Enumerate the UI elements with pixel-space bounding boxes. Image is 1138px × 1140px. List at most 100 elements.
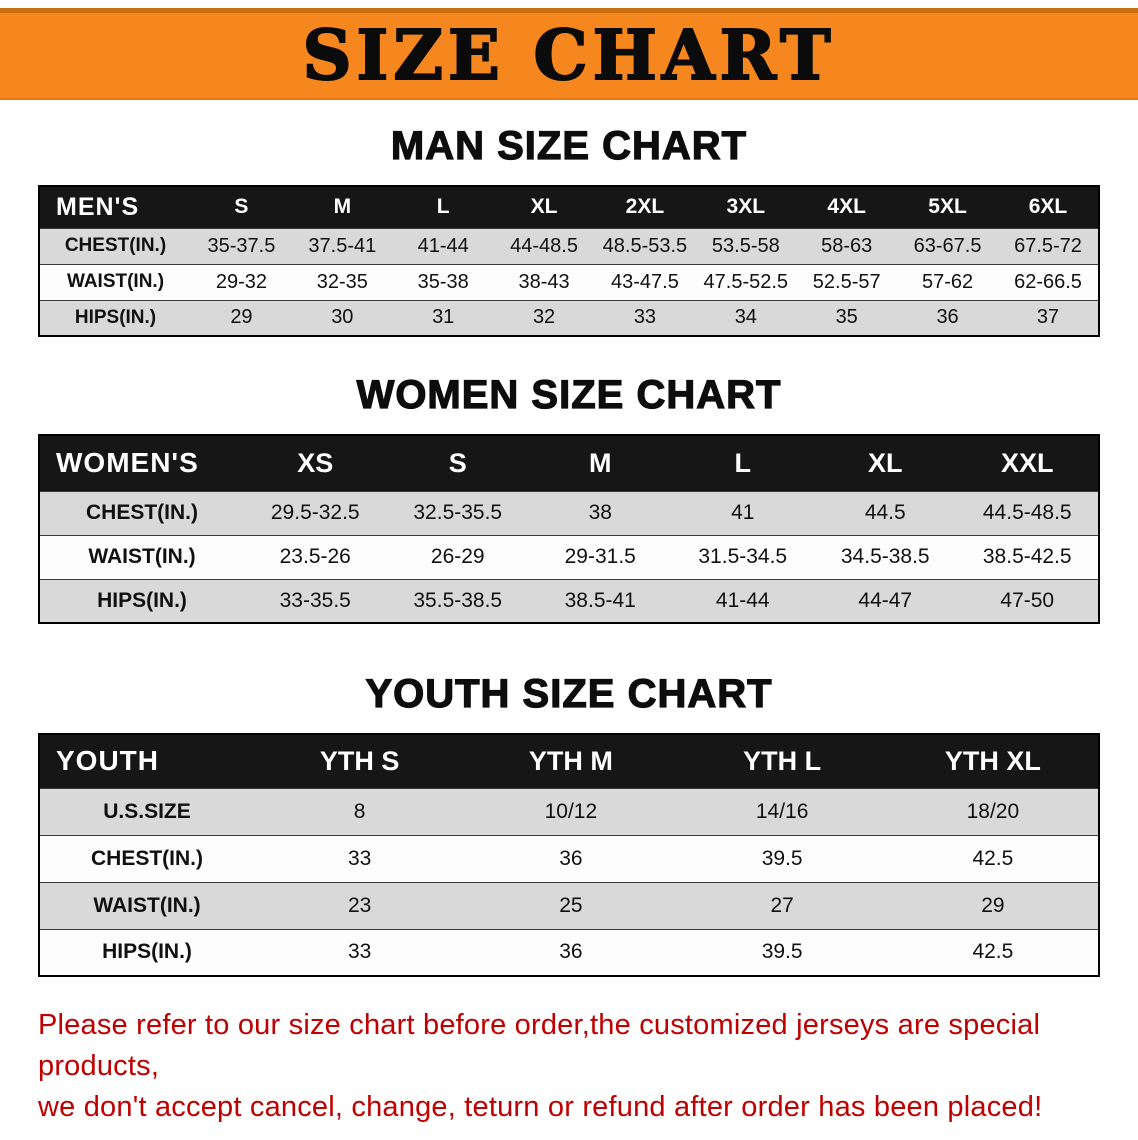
disclaimer-line-1: Please refer to our size chart before or… (38, 1009, 1041, 1083)
size-header-cell: XL (814, 435, 957, 491)
table-title-cell: MEN'S (39, 186, 191, 228)
size-value: 41 (731, 501, 755, 524)
size-header-cell: L (671, 435, 814, 491)
table-header-row: WOMEN'S XS S M L XL XXL (39, 435, 1099, 491)
size-value: 41-44 (715, 588, 770, 612)
table-row: HIPS(IN.) 29 30 31 32 33 34 35 36 37 (39, 300, 1099, 336)
size-value: 26-29 (430, 545, 485, 568)
size-value: 29-31.5 (564, 545, 636, 568)
size-value: 10/12 (544, 799, 598, 823)
size-value: 34.5-38.5 (840, 545, 930, 568)
size-header-cell: YTH XL (887, 734, 1099, 788)
measurement-label: WAIST(IN.) (93, 893, 201, 917)
size-value: 29.5-32.5 (270, 501, 360, 524)
measurement-label: CHEST(IN.) (86, 501, 198, 524)
size-value: 44-48.5 (510, 234, 578, 257)
size-value: 42.5 (972, 846, 1014, 870)
size-header-cell: S (191, 186, 292, 228)
banner: SIZE CHART (0, 8, 1138, 100)
size-value: 29 (981, 893, 1005, 917)
measurement-label: WAIST(IN.) (66, 271, 165, 292)
size-value: 32-35 (316, 270, 368, 293)
size-value: 52.5-57 (812, 270, 881, 293)
measurement-label: U.S.SIZE (103, 799, 191, 823)
size-value: 36 (559, 940, 583, 964)
size-header-cell: XS (244, 435, 387, 491)
size-value: 30 (331, 306, 354, 329)
youth-section: YOUTH SIZE CHART YOUTH YTH S YTH M YTH L YTH… (0, 624, 1138, 977)
size-header-cell: S (386, 435, 529, 491)
size-value: 35-38 (417, 270, 469, 293)
size-value: 38.5-41 (564, 588, 636, 612)
size-value: 43-47.5 (611, 270, 679, 293)
size-header-cell: L (392, 186, 494, 228)
size-value: 18/20 (966, 799, 1020, 823)
size-value: 29 (230, 306, 253, 329)
page-title: SIZE CHART (301, 15, 836, 96)
table-title-cell: YOUTH (39, 734, 254, 788)
size-value: 8 (353, 799, 366, 823)
size-value: 35 (835, 306, 858, 329)
men-size-table: MEN'S S M L XL 2XL 3XL 4XL 5XL 6XL CHEST(IN.) 35-37… (38, 185, 1100, 337)
size-value: 44-47 (858, 588, 913, 612)
size-header-cell: M (529, 435, 672, 491)
size-value: 27 (770, 893, 794, 917)
size-header-cell: 2XL (594, 186, 696, 228)
size-value: 33-35.5 (279, 588, 351, 612)
size-chart-page: SIZE CHART MAN SIZE CHART MEN'S S M L XL 2XL 3… (0, 8, 1138, 1129)
size-value: 23.5-26 (279, 545, 351, 568)
size-value: 58-63 (821, 234, 873, 257)
size-value: 39.5 (761, 940, 803, 964)
women-size-table: WOMEN'S XS S M L XL XXL CHEST(IN.) 29.5-32.5 32.5… (38, 434, 1100, 624)
table-row: CHEST(IN.) 35-37.5 37.5-41 41-44 44-48.5 48.5… (39, 228, 1099, 264)
women-section: WOMEN SIZE CHART WOMEN'S XS S M L XL XXL CHEST(… (0, 337, 1138, 624)
size-value: 38 (588, 501, 612, 524)
table-row: WAIST(IN.) 23.5-26 26-29 29-31.5 31.5-34.5 34… (39, 535, 1099, 579)
size-value: 62-66.5 (1014, 270, 1082, 293)
size-value: 25 (559, 893, 583, 917)
size-header-cell: M (291, 186, 393, 228)
size-value: 41-44 (417, 234, 469, 257)
table-title-cell: WOMEN'S (39, 435, 244, 491)
women-section-heading: WOMEN SIZE CHART (356, 372, 782, 417)
disclaimer: Please refer to our size chart before or… (38, 1005, 1100, 1129)
youth-section-heading: YOUTH SIZE CHART (365, 671, 773, 716)
size-value: 31 (432, 306, 455, 329)
size-header-cell: YTH L (676, 734, 888, 788)
disclaimer-line-2: we don't accept cancel, change, teturn o… (38, 1091, 1043, 1124)
measurement-label: HIPS(IN.) (97, 588, 187, 612)
size-value: 37.5-41 (308, 234, 377, 257)
table-row: CHEST(IN.) 29.5-32.5 32.5-35.5 38 41 44.5 44.5… (39, 491, 1099, 535)
size-value: 48.5-53.5 (602, 234, 688, 257)
size-header-cell: 6XL (998, 186, 1099, 228)
size-header-cell: XL (493, 186, 595, 228)
size-header-cell: XXL (956, 435, 1099, 491)
size-value: 35-37.5 (207, 234, 276, 257)
table-header-row: YOUTH YTH S YTH M YTH L YTH XL (39, 734, 1099, 788)
size-value: 44.5 (864, 501, 906, 524)
size-value: 32 (532, 306, 556, 329)
size-value: 38.5-42.5 (982, 545, 1072, 568)
size-value: 32.5-35.5 (413, 501, 503, 524)
size-value: 33 (347, 846, 372, 870)
size-value: 29-32 (215, 270, 268, 293)
size-value: 14/16 (755, 799, 809, 823)
size-value: 67.5-72 (1014, 234, 1082, 257)
size-value: 36 (559, 846, 583, 870)
measurement-label: HIPS(IN.) (102, 940, 192, 964)
table-row: U.S.SIZE 8 10/12 14/16 18/20 (39, 788, 1099, 835)
table-row: CHEST(IN.) 33 36 39.5 42.5 (39, 835, 1099, 882)
size-value: 63-67.5 (913, 234, 982, 257)
size-value: 36 (936, 306, 959, 329)
table-row: WAIST(IN.) 29-32 32-35 35-38 38-43 43-47.5 47.… (39, 264, 1099, 300)
table-row: WAIST(IN.) 23 25 27 29 (39, 882, 1099, 929)
size-header-cell: 3XL (695, 186, 797, 228)
size-value: 47-50 (1000, 588, 1055, 612)
size-value: 35.5-38.5 (413, 588, 503, 612)
measurement-label: CHEST(IN.) (64, 235, 167, 256)
size-value: 42.5 (972, 940, 1014, 964)
size-value: 44.5-48.5 (982, 501, 1072, 524)
youth-size-table: YOUTH YTH S YTH M YTH L YTH XL U.S.SIZE 8 10/12… (38, 733, 1100, 977)
size-header-cell: YTH M (465, 734, 677, 788)
size-value: 39.5 (761, 846, 803, 870)
